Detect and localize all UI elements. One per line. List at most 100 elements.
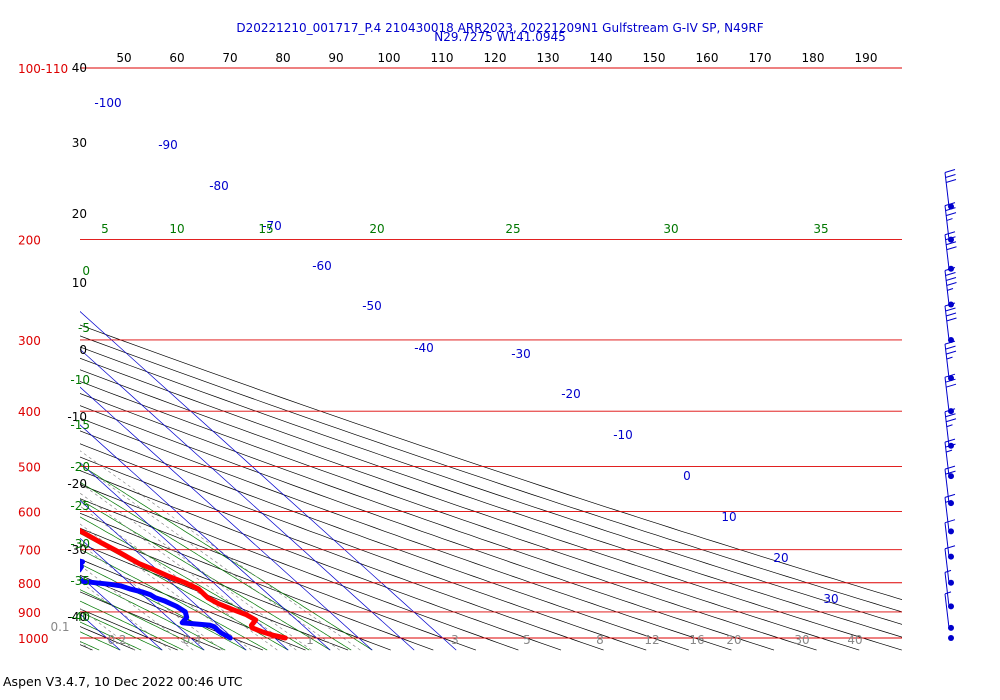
mixing-ratio-label: 0.1 (50, 620, 69, 634)
mixing-ratio-label: 5 (523, 633, 531, 647)
theta-e-label-top: 10 (169, 222, 184, 236)
wind-barb-flag (944, 545, 956, 550)
wind-barb-flag (945, 307, 956, 312)
altitude-label: -30 (67, 543, 87, 557)
mixing-ratio-label: 20 (726, 633, 741, 647)
wind-barb-flag (945, 413, 956, 418)
isotherm-label: -30 (511, 347, 531, 361)
wind-barb-flag (946, 282, 957, 287)
software-version-footer: Aspen V3.4.7, 10 Dec 2022 00:46 UTC (3, 674, 243, 689)
isotherm-line (80, 386, 373, 651)
theta-e-label-left: -5 (78, 321, 90, 335)
wind-barbs (944, 169, 957, 641)
isotherm-label: -90 (158, 138, 178, 152)
adiabats-layer (0, 123, 902, 651)
wind-barb-half-flag (946, 424, 953, 428)
wind-barb-flag (945, 277, 957, 282)
wind-barb-flag (944, 465, 956, 470)
wind-barb-station (948, 473, 954, 480)
wind-barb-flag (944, 202, 956, 207)
mixing-ratio-line (80, 450, 361, 651)
top-axis-label: 160 (696, 51, 719, 65)
wind-barb-flag (944, 438, 956, 443)
dry-adiabat-line (80, 417, 732, 651)
wind-barb-shaft (944, 572, 950, 607)
isotherm-line (80, 537, 205, 651)
dry-adiabat-line (80, 357, 902, 638)
moist-adiabat-line (80, 464, 373, 651)
isotherm-label: -50 (362, 299, 382, 313)
pressure-label: 700 (18, 544, 41, 558)
top-axis-label: 100 (378, 51, 401, 65)
wind-barb-station (948, 553, 954, 560)
wind-barb-flag (944, 340, 956, 345)
top-axis-label: 70 (222, 51, 237, 65)
profiles-layer (80, 527, 288, 641)
pressure-label: 300 (18, 334, 41, 348)
wind-barb-flag (945, 350, 957, 355)
wind-barb-flag (946, 246, 957, 251)
wind-barb-shaft (944, 497, 950, 532)
theta-e-label-left: -10 (70, 373, 90, 387)
wind-barb-station (948, 500, 954, 507)
dry-adiabat-line (80, 527, 391, 651)
top-axis-label: 170 (749, 51, 772, 65)
wind-barb-flag (945, 272, 956, 277)
wind-barb-shaft (944, 442, 950, 477)
wind-barb-station (948, 579, 954, 586)
pressure-label: 1000 (18, 632, 49, 646)
isotherm-label: 30 (823, 592, 838, 606)
wind-barb-half-flag (946, 218, 953, 222)
theta-e-label-left: -35 (70, 574, 90, 588)
moist-adiabat-line (80, 481, 352, 651)
theta-e-label-left: -25 (70, 499, 90, 513)
isotherm-label: -60 (312, 259, 332, 273)
wind-barb-flag (945, 207, 956, 212)
wind-barb-flag (945, 443, 956, 448)
mixing-ratio-label: 1 (306, 633, 314, 647)
top-axis-label: 110 (431, 51, 454, 65)
top-axis-label: 180 (802, 51, 825, 65)
top-axis-label: 60 (169, 51, 184, 65)
wind-barb-station (948, 528, 954, 535)
wind-barb-half-flag (945, 449, 953, 453)
wind-barb-half-flag (946, 356, 953, 360)
theta-e-label-left: -15 (70, 418, 90, 432)
mixing-ratio-label: 16 (689, 633, 704, 647)
wind-barb-half-flag (944, 569, 952, 573)
isotherm-line (80, 500, 247, 651)
altitude-label: -40 (67, 610, 87, 624)
moist-adiabat-line (80, 589, 205, 651)
temperature-profile (80, 527, 288, 641)
isotherm-label: -40 (414, 341, 434, 355)
wind-barb-station (948, 624, 954, 631)
wind-barb-shaft (944, 593, 950, 628)
theta-e-label-top: 30 (663, 222, 678, 236)
wind-barb-shaft (944, 305, 950, 341)
theta-e-label-top: 35 (813, 222, 828, 236)
moist-adiabat-line (0, 123, 78, 650)
wind-barb-shaft (944, 548, 950, 583)
wind-barb-flag (945, 470, 956, 475)
mixing-ratio-label: 0.2 (107, 633, 126, 647)
isotherm-line (80, 613, 121, 651)
pressure-label: 200 (18, 234, 41, 248)
altitude-label: 40 (72, 61, 87, 75)
dewpoint-profile (80, 558, 233, 641)
wind-barb-flag (944, 493, 956, 498)
wind-barb-flag (944, 408, 956, 413)
isobars-layer (80, 67, 902, 639)
wind-barb-flag (945, 241, 957, 246)
wind-barb-shaft (944, 469, 950, 504)
wind-barb-shaft (944, 234, 950, 269)
dry-adiabat-line (80, 335, 902, 613)
dry-adiabat-line (80, 456, 604, 651)
pressure-label: 100-110 (18, 62, 68, 76)
pressure-label: 900 (18, 606, 41, 620)
dry-adiabat-line (80, 644, 93, 651)
isotherm-label: -80 (209, 179, 229, 193)
theta-e-label-top: 5 (101, 222, 109, 236)
top-axis-label: 150 (643, 51, 666, 65)
top-axis-label: 130 (537, 51, 560, 65)
moist-adiabat-line (80, 621, 142, 651)
